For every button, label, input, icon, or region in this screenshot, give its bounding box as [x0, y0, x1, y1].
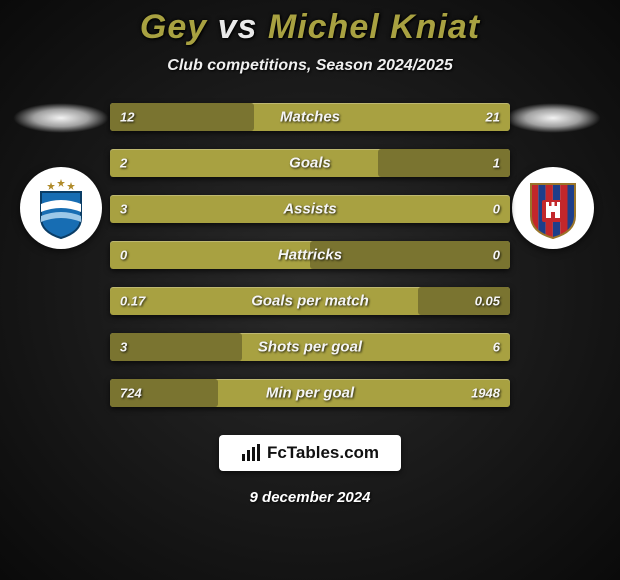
header: Gey vs Michel Kniat Club competitions, S…: [0, 0, 620, 75]
stat-bars: 1221Matches21Goals30Assists00Hattricks0.…: [110, 103, 510, 407]
stat-fill: [378, 149, 510, 177]
crest-right-svg: [521, 176, 585, 240]
footer: FcTables.com 9 december 2024: [0, 435, 620, 506]
right-column: [498, 103, 608, 249]
player2-name: Michel Kniat: [268, 8, 480, 46]
stat-value-left: 12: [120, 110, 134, 125]
stat-value-right: 0: [493, 248, 500, 263]
stat-row: 0 0 Hattricks: [110, 241, 510, 269]
vs-label: vs: [218, 8, 258, 46]
stat-value-left: 724: [120, 386, 142, 401]
subtitle: Club competitions, Season 2024/2025: [0, 57, 620, 75]
stat-label: Shots per goal: [258, 339, 362, 356]
stat-value-left: 3: [120, 340, 127, 355]
stat-label: Matches: [280, 109, 340, 126]
crest-right: [512, 167, 594, 249]
left-column: [6, 103, 116, 249]
stat-row: 0.17 0.05 Goals per match: [110, 287, 510, 315]
stat-label: Hattricks: [278, 247, 342, 264]
comparison-title: Gey vs Michel Kniat: [0, 8, 620, 47]
stat-row: 3 6 Shots per goal: [110, 333, 510, 361]
crest-left: [20, 167, 102, 249]
stat-value-left: 0: [120, 248, 127, 263]
crest-left-svg: [29, 176, 93, 240]
stat-value-right: 0: [493, 202, 500, 217]
content: 1221Matches21Goals30Assists00Hattricks0.…: [0, 103, 620, 423]
chart-icon: [241, 444, 261, 462]
stat-value-left: 2: [120, 156, 127, 171]
castle-icon: [546, 202, 560, 218]
spotlight-right: [505, 103, 601, 133]
stat-value-right: 1948: [471, 386, 500, 401]
player1-name: Gey: [140, 8, 207, 46]
stat-row: 12 21 Matches: [110, 103, 510, 131]
stat-value-left: 3: [120, 202, 127, 217]
stat-label: Assists: [283, 201, 336, 218]
stat-value-right: 1: [493, 156, 500, 171]
spotlight-left: [13, 103, 109, 133]
stat-value-right: 21: [486, 110, 500, 125]
brand-box[interactable]: FcTables.com: [219, 435, 401, 471]
stat-value-left: 0.17: [120, 294, 145, 309]
stat-label: Min per goal: [266, 385, 354, 402]
brand-label: FcTables.com: [267, 443, 379, 463]
date-label: 9 december 2024: [0, 489, 620, 506]
stat-row: 724 1948 Min per goal: [110, 379, 510, 407]
crest-left-stars: [47, 179, 75, 190]
stat-label: Goals per match: [251, 293, 369, 310]
stat-fill: [110, 333, 242, 361]
stat-row: 2 1 Goals: [110, 149, 510, 177]
stat-row: 3 0 Assists: [110, 195, 510, 223]
stat-value-right: 6: [493, 340, 500, 355]
stat-value-right: 0.05: [475, 294, 500, 309]
stat-label: Goals: [289, 155, 331, 172]
